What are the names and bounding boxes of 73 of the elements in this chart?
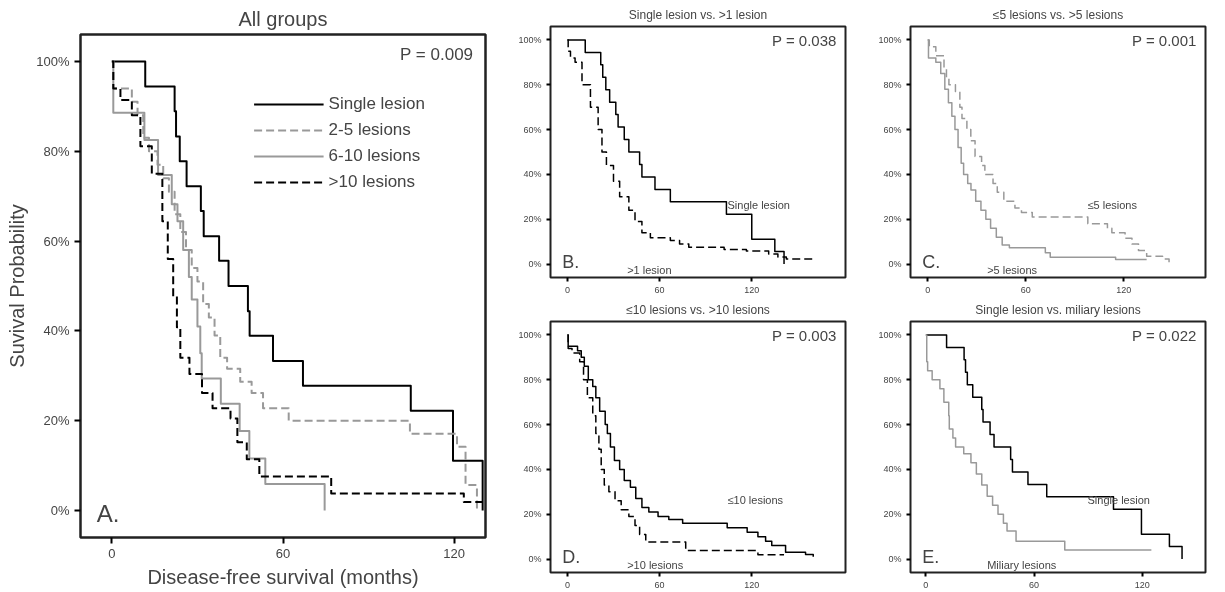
annotation: >5 lesions bbox=[987, 264, 1038, 277]
y-axis-title: Suvival Probability bbox=[6, 204, 29, 368]
x-tick-label: 60 bbox=[1020, 284, 1031, 295]
y-tick-label: 0% bbox=[50, 503, 70, 519]
y-tick-label: 0% bbox=[888, 259, 902, 270]
y-tick-label: 100% bbox=[518, 34, 542, 45]
y-tick-label: 60% bbox=[883, 124, 902, 135]
annotation: Single lesion bbox=[727, 198, 790, 211]
x-tick-label: 120 bbox=[744, 284, 760, 295]
chart-title: Single lesion vs. miliary lesions bbox=[975, 302, 1141, 317]
y-tick-label: 0% bbox=[888, 554, 902, 565]
annotation: P = 0.009 bbox=[400, 44, 474, 64]
annotation: C. bbox=[922, 252, 941, 273]
y-tick-label: 20% bbox=[883, 509, 902, 520]
y-tick-label: 80% bbox=[883, 79, 902, 90]
x-axis-title: Disease-free survival (months) bbox=[147, 565, 419, 588]
annotation: >1 lesion bbox=[627, 264, 672, 277]
chart-title: ≤5 lesions vs. >5 lesions bbox=[992, 7, 1124, 22]
x-tick-label: 60 bbox=[275, 545, 291, 561]
y-tick-label: 60% bbox=[523, 419, 542, 430]
x-tick-label: 120 bbox=[744, 579, 760, 590]
y-tick-label: 20% bbox=[883, 214, 902, 225]
legend-label: >10 lesions bbox=[328, 172, 416, 192]
y-tick-label: 40% bbox=[883, 169, 902, 180]
annotation: >10 lesions bbox=[627, 559, 684, 572]
chart-title: All groups bbox=[238, 7, 328, 30]
x-tick-label: 0 bbox=[564, 579, 570, 590]
x-tick-label: 120 bbox=[1134, 579, 1150, 590]
x-tick-label: 60 bbox=[654, 284, 665, 295]
y-tick-label: 80% bbox=[43, 143, 70, 159]
y-tick-label: 40% bbox=[523, 464, 542, 475]
y-tick-label: 20% bbox=[523, 214, 542, 225]
y-tick-label: 40% bbox=[883, 464, 902, 475]
x-tick-label: 120 bbox=[443, 545, 465, 561]
x-tick-label: 60 bbox=[1029, 579, 1040, 590]
y-tick-label: 80% bbox=[523, 374, 542, 385]
chart-title: Single lesion vs. >1 lesion bbox=[628, 7, 768, 22]
y-tick-label: 100% bbox=[518, 329, 542, 340]
x-tick-label: 0 bbox=[923, 579, 929, 590]
y-tick-label: 80% bbox=[883, 374, 902, 385]
y-tick-label: 60% bbox=[43, 233, 70, 249]
annotation: Miliary lesions bbox=[987, 559, 1057, 572]
y-tick-label: 100% bbox=[878, 329, 902, 340]
annotation: D. bbox=[562, 547, 581, 568]
annotation: P = 0.022 bbox=[1132, 326, 1197, 344]
y-tick-label: 0% bbox=[528, 259, 542, 270]
legend-label: 2-5 lesions bbox=[328, 120, 411, 140]
annotation: P = 0.003 bbox=[772, 326, 837, 344]
y-tick-label: 20% bbox=[43, 413, 70, 429]
y-tick-label: 80% bbox=[523, 79, 542, 90]
annotation: A. bbox=[96, 500, 120, 528]
y-tick-label: 0% bbox=[528, 554, 542, 565]
y-tick-label: 20% bbox=[523, 509, 542, 520]
x-tick-label: 60 bbox=[654, 579, 665, 590]
legend-label: 6-10 lesions bbox=[328, 146, 421, 166]
y-tick-label: 40% bbox=[523, 169, 542, 180]
x-tick-label: 0 bbox=[564, 284, 570, 295]
y-tick-label: 100% bbox=[878, 34, 902, 45]
annotation: B. bbox=[562, 252, 580, 273]
chart-title: ≤10 lesions vs. >10 lesions bbox=[626, 302, 770, 317]
x-tick-label: 0 bbox=[108, 545, 116, 561]
annotation: P = 0.038 bbox=[772, 31, 837, 49]
annotation: E. bbox=[922, 547, 940, 568]
annotation: ≤10 lesions bbox=[727, 493, 784, 506]
annotation: ≤5 lesions bbox=[1087, 198, 1138, 211]
x-tick-label: 0 bbox=[925, 284, 931, 295]
legend-label: Single lesion bbox=[328, 94, 425, 114]
y-tick-label: 60% bbox=[523, 124, 542, 135]
y-tick-label: 40% bbox=[43, 323, 70, 339]
x-tick-label: 120 bbox=[1116, 284, 1132, 295]
y-tick-label: 100% bbox=[36, 53, 70, 69]
y-tick-label: 60% bbox=[883, 419, 902, 430]
annotation: P = 0.001 bbox=[1132, 31, 1197, 49]
